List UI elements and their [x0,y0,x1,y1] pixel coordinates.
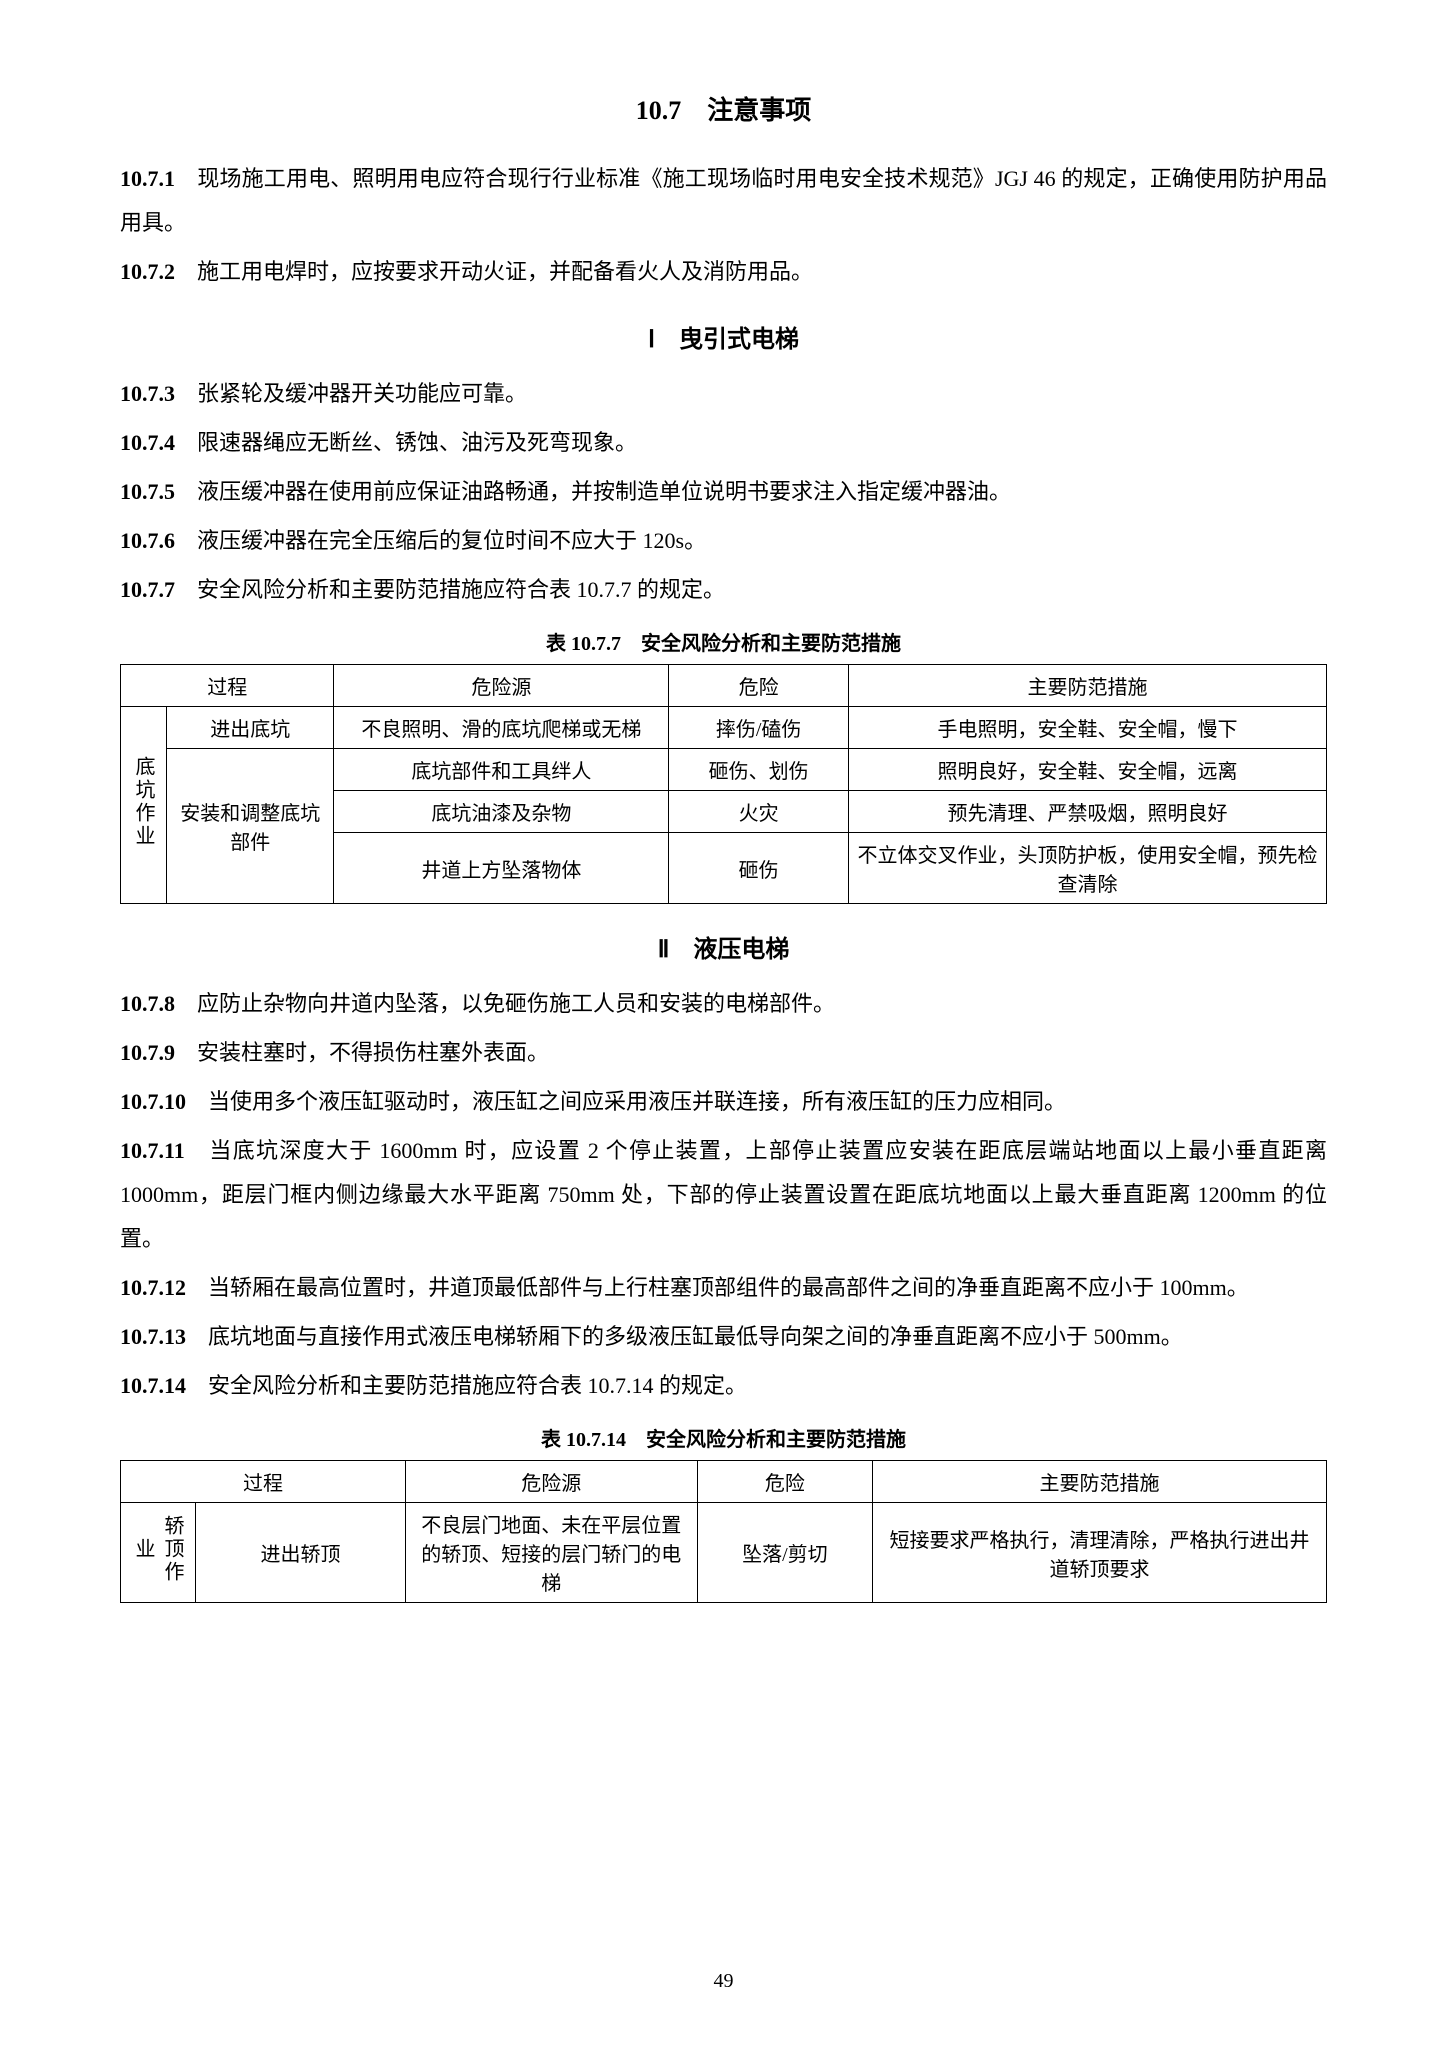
paragraph-10-7-11: 10.7.11 当底坑深度大于 1600mm 时，应设置 2 个停止装置，上部停… [120,1129,1327,1261]
paragraph-10-7-12: 10.7.12 当轿厢在最高位置时，井道顶最低部件与上行柱塞顶部组件的最高部件之… [120,1266,1327,1310]
th-hazard: 危险源 [334,665,669,707]
para-number: 10.7.6 [120,528,175,553]
para-number: 10.7.7 [120,577,175,602]
para-text: 当轿厢在最高位置时，井道顶最低部件与上行柱塞顶部组件的最高部件之间的净垂直距离不… [186,1275,1249,1300]
cell-hazard: 井道上方坠落物体 [334,833,669,904]
cell-danger: 摔伤/磕伤 [669,707,849,749]
cell-measure: 预先清理、严禁吸烟，照明良好 [848,791,1326,833]
paragraph-10-7-3: 10.7.3 张紧轮及缓冲器开关功能应可靠。 [120,372,1327,416]
para-text: 液压缓冲器在使用前应保证油路畅通，并按制造单位说明书要求注入指定缓冲器油。 [175,479,1011,504]
cell-hazard: 底坑油漆及杂物 [334,791,669,833]
para-text: 应防止杂物向井道内坠落，以免砸伤施工人员和安装的电梯部件。 [175,991,835,1016]
th-process: 过程 [121,665,334,707]
cell-measure: 短接要求严格执行，清理清除，严格执行进出井道轿顶要求 [873,1503,1327,1603]
para-text: 施工用电焊时，应按要求开动火证，并配备看火人及消防用品。 [175,259,813,284]
para-text: 限速器绳应无断丝、锈蚀、油污及死弯现象。 [175,430,637,455]
cell-hazard: 不良照明、滑的底坑爬梯或无梯 [334,707,669,749]
para-number: 10.7.11 [120,1138,185,1163]
cell-danger: 砸伤、划伤 [669,749,849,791]
table-10-7-7: 过程 危险源 危险 主要防范措施 底坑作业 进出底坑 不良照明、滑的底坑爬梯或无… [120,664,1327,904]
table-row: 底坑作业 进出底坑 不良照明、滑的底坑爬梯或无梯 摔伤/磕伤 手电照明，安全鞋、… [121,707,1327,749]
cell-danger: 砸伤 [669,833,849,904]
row-group-label: 轿顶作业 [121,1503,196,1603]
table-10-7-14: 过程 危险源 危险 主要防范措施 轿顶作业 进出轿顶 不良层门地面、未在平层位置… [120,1460,1327,1603]
paragraph-10-7-10: 10.7.10 当使用多个液压缸驱动时，液压缸之间应采用液压并联连接，所有液压缸… [120,1080,1327,1124]
para-text: 安装柱塞时，不得损伤柱塞外表面。 [175,1040,549,1065]
th-danger: 危险 [697,1461,872,1503]
table-row: 轿顶作业 进出轿顶 不良层门地面、未在平层位置的轿顶、短接的层门轿门的电梯 坠落… [121,1503,1327,1603]
para-number: 10.7.5 [120,479,175,504]
cell-measure: 照明良好，安全鞋、安全帽，远离 [848,749,1326,791]
para-text: 液压缓冲器在完全压缩后的复位时间不应大于 120s。 [175,528,706,553]
para-number: 10.7.8 [120,991,175,1016]
paragraph-10-7-8: 10.7.8 应防止杂物向井道内坠落，以免砸伤施工人员和安装的电梯部件。 [120,982,1327,1026]
para-number: 10.7.4 [120,430,175,455]
cell-proc: 进出底坑 [167,707,334,749]
paragraph-10-7-7: 10.7.7 安全风险分析和主要防范措施应符合表 10.7.7 的规定。 [120,568,1327,612]
table-row: 安装和调整底坑部件 底坑部件和工具绊人 砸伤、划伤 照明良好，安全鞋、安全帽，远… [121,749,1327,791]
paragraph-10-7-9: 10.7.9 安装柱塞时，不得损伤柱塞外表面。 [120,1031,1327,1075]
cell-danger: 火灾 [669,791,849,833]
paragraph-10-7-14: 10.7.14 安全风险分析和主要防范措施应符合表 10.7.14 的规定。 [120,1364,1327,1408]
para-text: 安全风险分析和主要防范措施应符合表 10.7.7 的规定。 [175,577,725,602]
table-caption-10-7-14: 表 10.7.14 安全风险分析和主要防范措施 [120,1423,1327,1452]
paragraph-10-7-2: 10.7.2 施工用电焊时，应按要求开动火证，并配备看火人及消防用品。 [120,250,1327,294]
paragraph-10-7-6: 10.7.6 液压缓冲器在完全压缩后的复位时间不应大于 120s。 [120,519,1327,563]
para-number: 10.7.10 [120,1089,186,1114]
para-number: 10.7.9 [120,1040,175,1065]
subsection-title-I: Ⅰ 曳引式电梯 [120,319,1327,354]
cell-hazard: 不良层门地面、未在平层位置的轿顶、短接的层门轿门的电梯 [405,1503,697,1603]
cell-hazard: 底坑部件和工具绊人 [334,749,669,791]
th-danger: 危险 [669,665,849,707]
paragraph-10-7-13: 10.7.13 底坑地面与直接作用式液压电梯轿厢下的多级液压缸最低导向架之间的净… [120,1315,1327,1359]
th-process: 过程 [121,1461,406,1503]
table-header-row: 过程 危险源 危险 主要防范措施 [121,1461,1327,1503]
cell-proc: 进出轿顶 [196,1503,406,1603]
th-measure: 主要防范措施 [873,1461,1327,1503]
paragraph-10-7-5: 10.7.5 液压缓冲器在使用前应保证油路畅通，并按制造单位说明书要求注入指定缓… [120,470,1327,514]
para-number: 10.7.2 [120,259,175,284]
page-number: 49 [0,1970,1447,1993]
para-number: 10.7.1 [120,166,175,191]
section-title: 10.7 注意事项 [120,90,1327,127]
para-text: 张紧轮及缓冲器开关功能应可靠。 [175,381,527,406]
paragraph-10-7-4: 10.7.4 限速器绳应无断丝、锈蚀、油污及死弯现象。 [120,421,1327,465]
para-number: 10.7.13 [120,1324,186,1349]
para-text: 当底坑深度大于 1600mm 时，应设置 2 个停止装置，上部停止装置应安装在距… [120,1138,1327,1251]
para-text: 安全风险分析和主要防范措施应符合表 10.7.14 的规定。 [186,1373,747,1398]
cell-measure: 不立体交叉作业，头顶防护板，使用安全帽，预先检查清除 [848,833,1326,904]
document-page: 10.7 注意事项 10.7.1 现场施工用电、照明用电应符合现行行业标准《施工… [0,0,1447,2048]
para-number: 10.7.12 [120,1275,186,1300]
row-group-label: 底坑作业 [121,707,167,904]
para-number: 10.7.14 [120,1373,186,1398]
paragraph-10-7-1: 10.7.1 现场施工用电、照明用电应符合现行行业标准《施工现场临时用电安全技术… [120,157,1327,245]
para-text: 当使用多个液压缸驱动时，液压缸之间应采用液压并联连接，所有液压缸的压力应相同。 [186,1089,1066,1114]
para-number: 10.7.3 [120,381,175,406]
para-text: 现场施工用电、照明用电应符合现行行业标准《施工现场临时用电安全技术规范》JGJ … [120,166,1327,235]
para-text: 底坑地面与直接作用式液压电梯轿厢下的多级液压缸最低导向架之间的净垂直距离不应小于… [186,1324,1183,1349]
table-caption-10-7-7: 表 10.7.7 安全风险分析和主要防范措施 [120,627,1327,656]
cell-danger: 坠落/剪切 [697,1503,872,1603]
cell-measure: 手电照明，安全鞋、安全帽，慢下 [848,707,1326,749]
th-hazard: 危险源 [405,1461,697,1503]
th-measure: 主要防范措施 [848,665,1326,707]
subsection-title-II: Ⅱ 液压电梯 [120,929,1327,964]
table-header-row: 过程 危险源 危险 主要防范措施 [121,665,1327,707]
cell-proc: 安装和调整底坑部件 [167,749,334,904]
